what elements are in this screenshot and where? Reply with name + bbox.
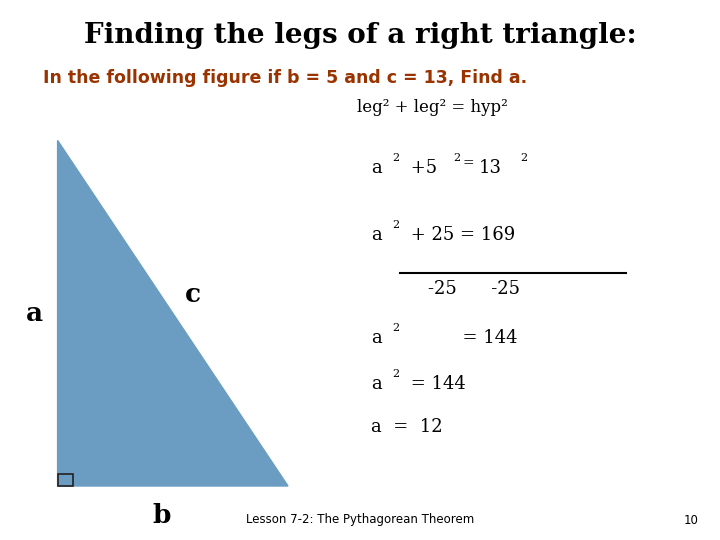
Text: a: a [371,329,382,347]
Text: leg² + leg² = hyp²: leg² + leg² = hyp² [356,99,508,117]
Polygon shape [58,140,288,486]
Text: 2: 2 [392,323,400,333]
Text: -25      -25: -25 -25 [428,280,521,298]
Text: 2: 2 [392,153,400,163]
Text: 2: 2 [392,369,400,379]
Text: a: a [26,301,43,326]
Text: c: c [185,282,201,307]
Text: 2: 2 [454,153,461,163]
Text: Lesson 7-2: The Pythagorean Theorem: Lesson 7-2: The Pythagorean Theorem [246,514,474,526]
Text: a  =  12: a = 12 [371,418,442,436]
Text: b: b [153,503,171,528]
Text: 10: 10 [683,514,698,526]
Text: In the following figure if b = 5 and c = 13, Find a.: In the following figure if b = 5 and c =… [43,69,527,87]
Text: a: a [371,159,382,177]
Text: + 25 = 169: + 25 = 169 [405,226,516,244]
Text: =: = [463,157,474,171]
Text: 2: 2 [392,220,400,231]
Bar [58,474,73,486]
Text: = 144: = 144 [405,329,518,347]
Text: 2: 2 [521,153,528,163]
Text: a: a [371,375,382,393]
Text: = 144: = 144 [405,375,466,393]
Text: a: a [371,226,382,244]
Text: Finding the legs of a right triangle:: Finding the legs of a right triangle: [84,22,636,49]
Text: 13: 13 [479,159,502,177]
Text: +5: +5 [405,159,438,177]
